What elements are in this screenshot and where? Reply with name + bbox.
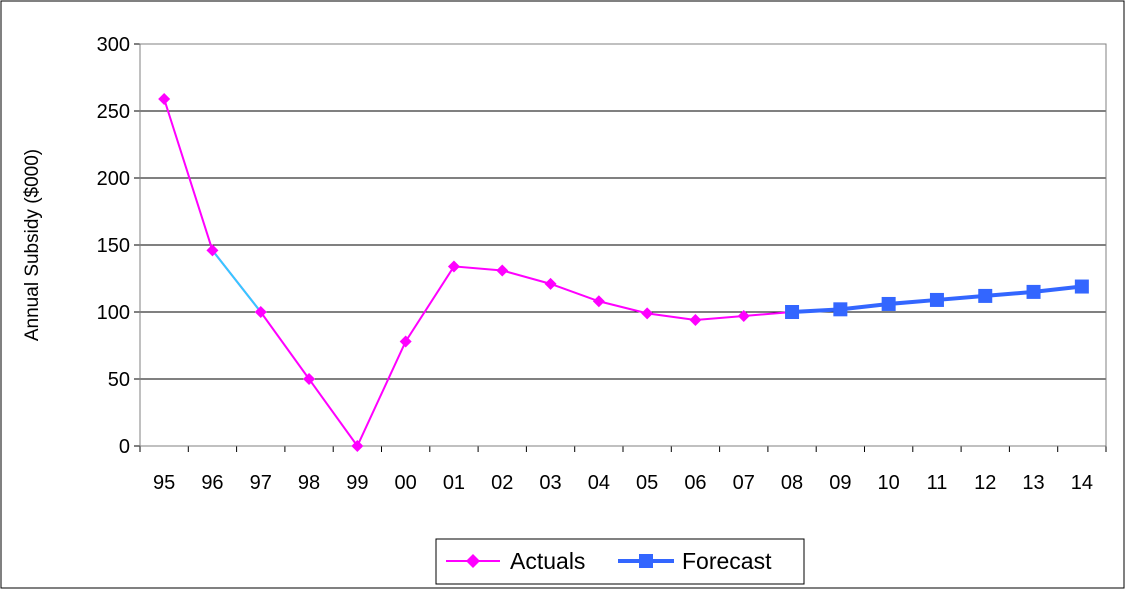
- series-line-actuals: [163, 98, 793, 448]
- x-tick-label: 01: [443, 472, 465, 494]
- x-tick-label: 13: [1022, 472, 1044, 494]
- x-tick-label: 09: [829, 472, 851, 494]
- y-tick-label: 300: [97, 34, 130, 56]
- forecast-point: [1074, 279, 1089, 294]
- x-tick-label: 97: [250, 472, 272, 494]
- x-tick-label: 07: [733, 472, 755, 494]
- actuals-point: [254, 306, 267, 318]
- actuals-point: [737, 310, 750, 323]
- forecast-point: [785, 305, 800, 319]
- y-tick-label: 0: [119, 436, 130, 458]
- x-axis-ticks: 95 96 97 98 99 00 01 02 03 04 05 06 07 08 09 10 11 12 13 14: [139, 446, 1107, 494]
- legend: Actuals Forecast: [435, 538, 805, 585]
- actuals-point: [447, 260, 460, 273]
- series-layer: [158, 92, 1089, 452]
- y-axis-label: Annual Subsidy ($000): [22, 149, 43, 341]
- actuals-point: [641, 307, 654, 320]
- x-tick-label: 99: [346, 472, 368, 494]
- forecast-point: [881, 296, 896, 311]
- x-tick-label: 10: [878, 472, 900, 494]
- x-tick-label: 02: [491, 472, 513, 494]
- actuals-point: [351, 440, 364, 452]
- forecast-point: [978, 288, 993, 303]
- legend-forecast-label: Forecast: [682, 548, 772, 574]
- forecast-point: [1026, 284, 1041, 299]
- y-tick-label: 200: [97, 168, 130, 190]
- x-tick-label: 00: [395, 472, 417, 494]
- x-tick-label: 98: [298, 472, 320, 494]
- y-tick-label: 100: [97, 302, 130, 324]
- actuals-point: [399, 335, 412, 348]
- y-tick-label: 250: [97, 101, 130, 123]
- x-tick-label: 95: [153, 472, 175, 494]
- forecast-point: [929, 292, 944, 307]
- x-tick-label: 96: [201, 472, 223, 494]
- x-tick-label: 03: [539, 472, 561, 494]
- x-tick-label: 08: [781, 472, 803, 494]
- y-tick-label: 50: [108, 369, 130, 391]
- actuals-point: [592, 295, 605, 308]
- x-tick-label: 05: [636, 472, 658, 494]
- actuals-point: [689, 314, 702, 327]
- plot-area: [139, 43, 1107, 447]
- x-tick-label: 14: [1071, 472, 1093, 494]
- legend-forecast-marker: [639, 554, 653, 568]
- actuals-point: [303, 373, 316, 385]
- actuals-point: [206, 244, 219, 257]
- forecast-point: [833, 302, 848, 317]
- y-tick-label: 150: [97, 235, 130, 257]
- legend-actuals-label: Actuals: [510, 548, 585, 574]
- x-tick-label: 06: [684, 472, 706, 494]
- y-axis-ticks: 0 50 100 150 200 250 300: [97, 34, 140, 458]
- actuals-point: [158, 92, 171, 105]
- actuals-point: [544, 277, 557, 290]
- highlight-segment: [211, 249, 262, 313]
- x-tick-label: 11: [927, 472, 948, 494]
- actuals-point: [496, 264, 509, 277]
- legend-actuals-marker: [466, 554, 480, 568]
- x-tick-label: 04: [588, 472, 610, 494]
- x-tick-label: 12: [974, 472, 996, 494]
